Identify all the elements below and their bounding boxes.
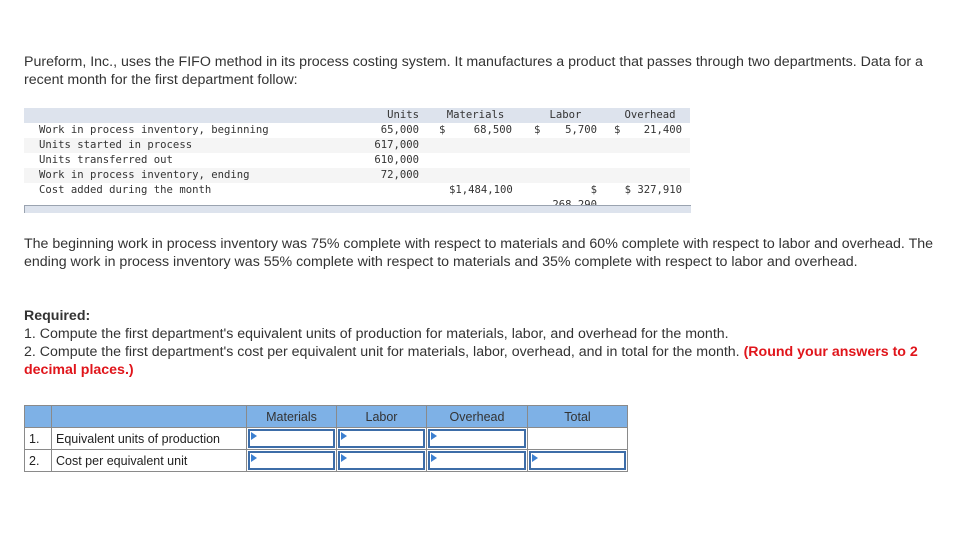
input-marker-icon <box>341 432 347 440</box>
input-marker-icon <box>532 454 538 462</box>
rounding-note: (Round your answers to 2 decimal places.… <box>24 344 918 378</box>
input-marker-icon <box>251 432 257 440</box>
units-value: 65,000 <box>380 124 419 136</box>
units-value: 72,000 <box>380 169 419 181</box>
row-label: Cost added during the month <box>39 184 212 196</box>
units-value: 610,000 <box>374 154 419 166</box>
row-label: Equivalent units of production <box>51 427 247 450</box>
header-labor: Labor <box>336 405 427 428</box>
input-marker-icon <box>431 432 437 440</box>
dollar-sign: $ <box>534 124 541 136</box>
header-overhead: Overhead <box>426 405 528 428</box>
header-units: Units <box>387 109 419 121</box>
cost-labor-input[interactable] <box>336 449 427 472</box>
required-item-2: 2. Compute the first department's cost p… <box>24 343 964 379</box>
materials-value: 68,500 <box>473 124 512 136</box>
eu-materials-input[interactable] <box>246 427 337 450</box>
table-row: Cost added during the month $1,484,100 $… <box>24 183 690 211</box>
answer-table: Materials Labor Overhead Total 1. Equiva… <box>24 405 628 472</box>
units-value: 617,000 <box>374 139 419 151</box>
data-table-header: Units Materials Labor Overhead <box>24 108 690 123</box>
header-materials: Materials <box>246 405 337 428</box>
cost-overhead-input[interactable] <box>426 449 528 472</box>
table-row: Work in process inventory, beginning 65,… <box>24 123 690 138</box>
table-row: Units started in process 617,000 <box>24 138 690 153</box>
header-blank <box>24 405 52 428</box>
overhead-value: $ 327,910 <box>624 184 682 196</box>
required-item-1: 1. Compute the first department's equiva… <box>24 326 729 342</box>
table-row: Work in process inventory, ending 72,000 <box>24 168 690 183</box>
answer-row-cost-per-eu: 2. Cost per equivalent unit <box>24 449 628 472</box>
table-row: Units transferred out 610,000 <box>24 153 690 168</box>
eu-overhead-input[interactable] <box>426 427 528 450</box>
table-footer-bar <box>24 205 691 213</box>
cost-data-table: Units Materials Labor Overhead Work in p… <box>24 108 691 213</box>
answer-row-equivalent-units: 1. Equivalent units of production <box>24 427 628 450</box>
input-marker-icon <box>341 454 347 462</box>
input-marker-icon <box>251 454 257 462</box>
completion-info: The beginning work in process inventory … <box>24 236 934 270</box>
required-title: Required: <box>24 308 91 324</box>
materials-value: $1,484,100 <box>449 184 513 196</box>
dollar-sign: $ <box>439 124 446 136</box>
required-section: Required: 1. Compute the first departmen… <box>24 307 964 379</box>
row-number: 2. <box>24 449 52 472</box>
header-blank <box>51 405 247 428</box>
eu-total-cell <box>527 427 628 450</box>
eu-labor-input[interactable] <box>336 427 427 450</box>
header-labor: Labor <box>549 109 582 121</box>
row-number: 1. <box>24 427 52 450</box>
row-label: Work in process inventory, ending <box>39 169 250 181</box>
row-label: Units transferred out <box>39 154 173 166</box>
problem-intro: Pureform, Inc., uses the FIFO method in … <box>24 54 923 88</box>
labor-value: 5,700 <box>565 124 597 136</box>
row-label: Cost per equivalent unit <box>51 449 247 472</box>
row-label: Units started in process <box>39 139 193 151</box>
input-marker-icon <box>431 454 437 462</box>
answer-table-header: Materials Labor Overhead Total <box>24 405 628 428</box>
dollar-sign: $ <box>614 124 621 136</box>
row-label: Work in process inventory, beginning <box>39 124 269 136</box>
header-materials: Materials <box>446 109 505 121</box>
cost-materials-input[interactable] <box>246 449 337 472</box>
header-overhead: Overhead <box>624 109 676 121</box>
cost-total-input[interactable] <box>527 449 628 472</box>
header-total: Total <box>527 405 628 428</box>
overhead-value: 21,400 <box>643 124 682 136</box>
required-item-2-text: 2. Compute the first department's cost p… <box>24 344 740 360</box>
